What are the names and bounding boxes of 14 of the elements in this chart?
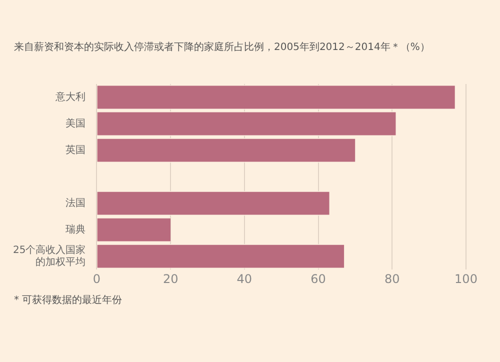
text: * 可获得数据的最近年份 xyxy=(14,294,122,307)
y-tick-label: 英国 xyxy=(66,144,86,156)
y-tick-label: 25个高收入国家的加权平均 xyxy=(12,244,86,268)
y-tick-label: 瑞典 xyxy=(66,223,86,236)
y-tick-label: 意大利 xyxy=(54,90,86,103)
x-tick-label: 80 xyxy=(384,272,400,286)
x-tick-label: 60 xyxy=(310,272,326,286)
x-tick-label: 100 xyxy=(454,272,478,286)
y-tick-label: 法国 xyxy=(66,196,86,209)
x-tick-label: 20 xyxy=(162,272,178,286)
x-tick-label: 0 xyxy=(92,272,101,286)
chart-title: 来自薪资和资本的实际收入停滞或者下降的家庭所占比例，2005年到2012～2014年＊（%） xyxy=(14,40,430,54)
y-tick-label: 美国 xyxy=(66,117,86,130)
x-tick-label: 40 xyxy=(236,272,252,286)
